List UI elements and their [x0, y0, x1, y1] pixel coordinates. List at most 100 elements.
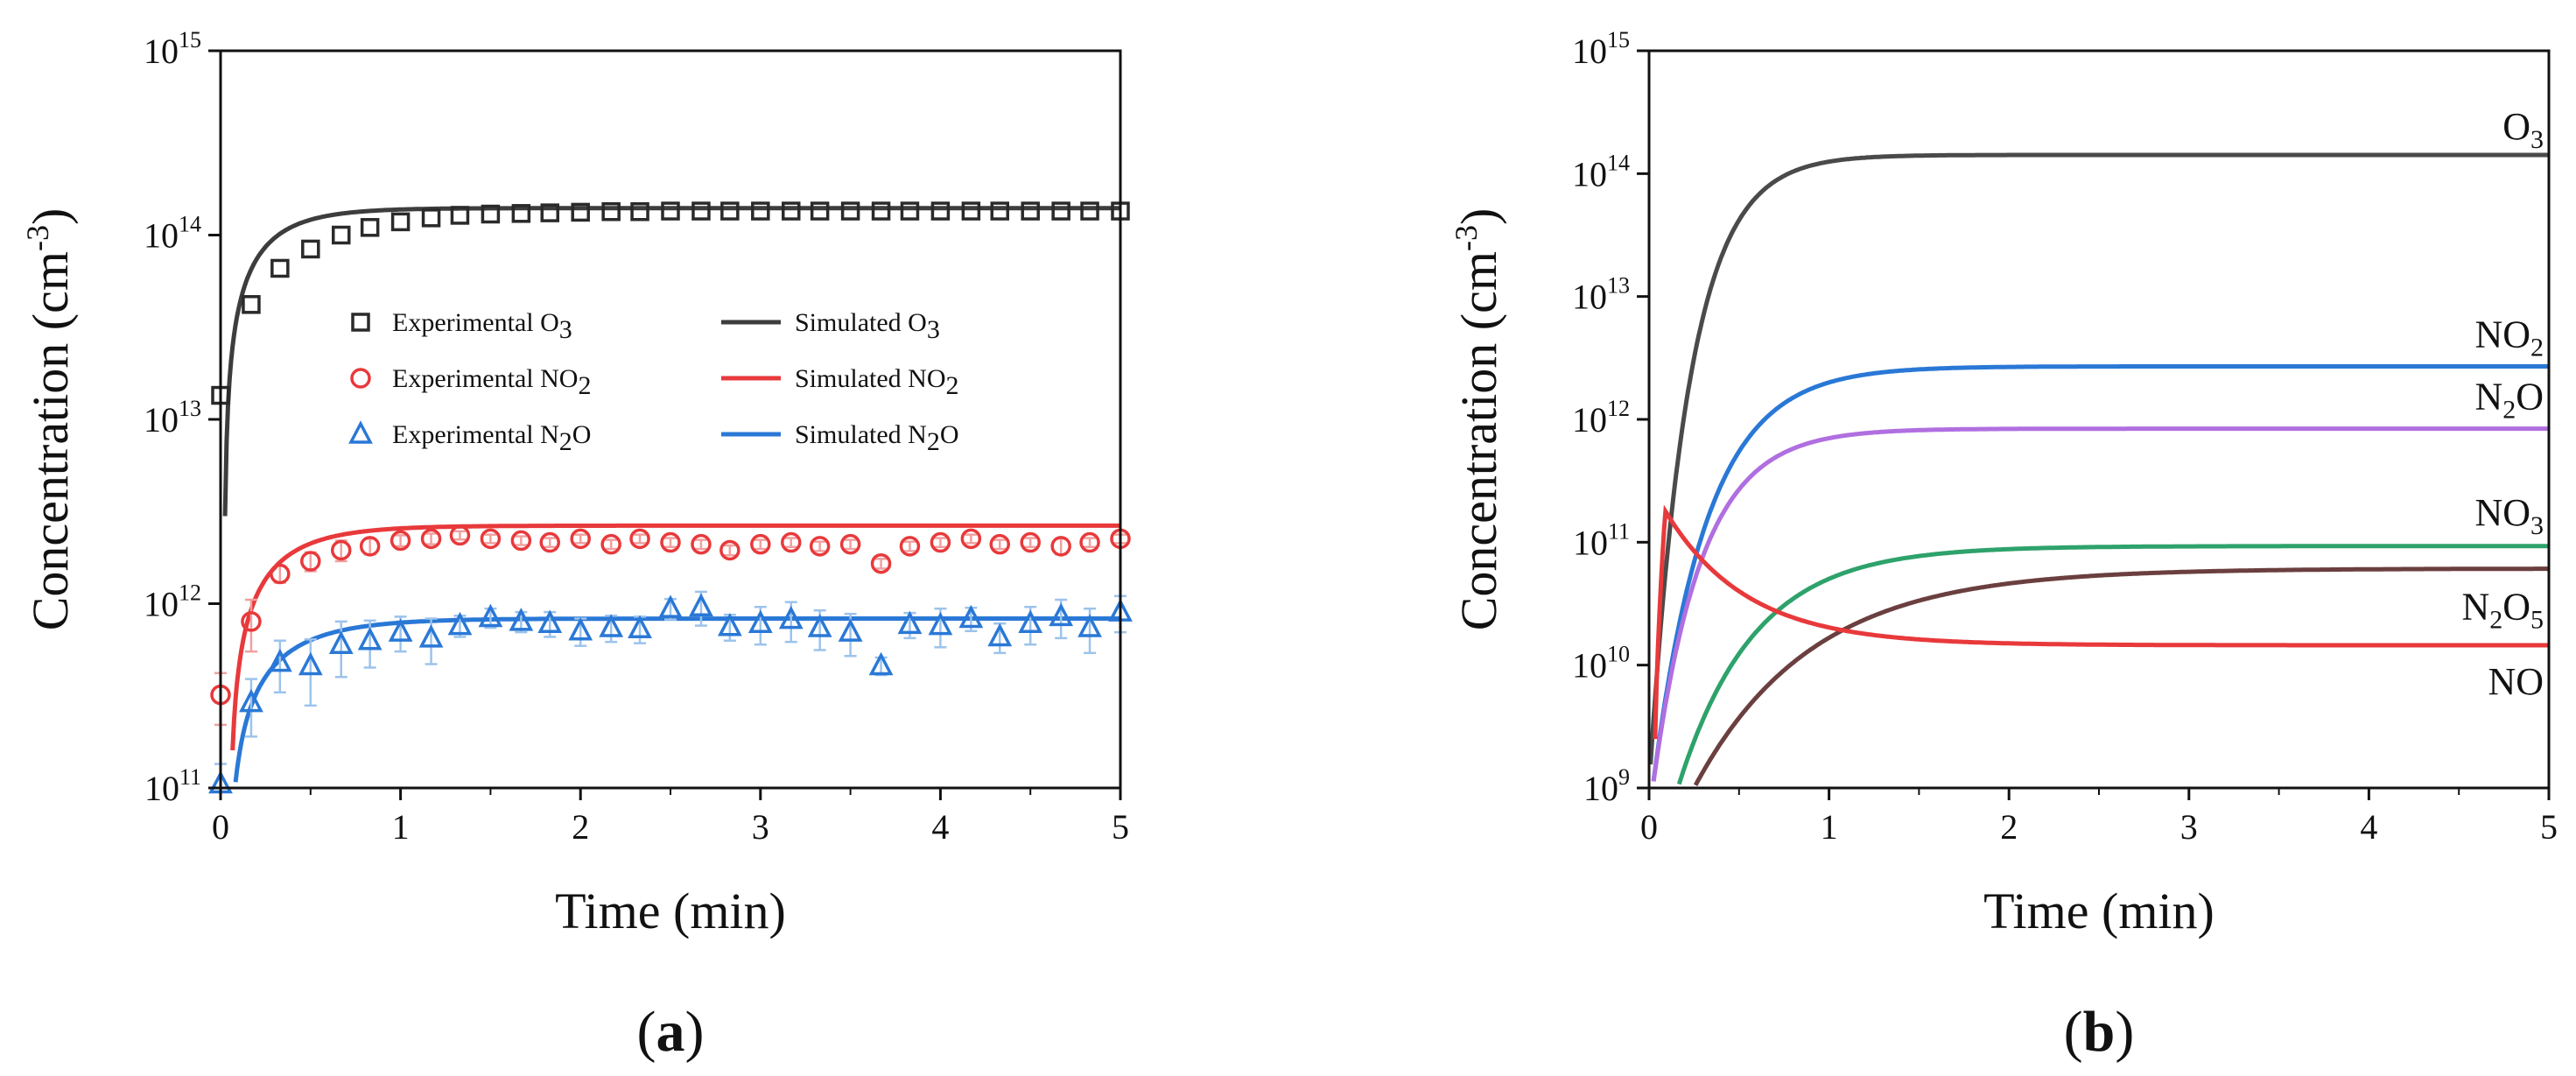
experimental-n2o-point: [868, 651, 894, 676]
experimental-n2o-point: [658, 594, 683, 618]
legend-marker-circle: [350, 368, 371, 389]
y-axis-title-end: ): [1450, 208, 1507, 225]
y-tick-label: 1015: [1572, 27, 1630, 71]
experimental-n2o-point: [568, 617, 593, 641]
y-tick-base: 10: [1572, 154, 1607, 193]
y-tick-label: 109: [1583, 764, 1630, 808]
label-sub: 2: [2502, 396, 2516, 425]
experimental-o3-point: [840, 201, 860, 221]
experimental-n2o-point: [689, 593, 713, 616]
x-tick-label: 5: [1112, 807, 1129, 847]
experimental-no2-point: [600, 533, 621, 555]
x-tick-label: 0: [1640, 807, 1658, 847]
y-tick-base: 10: [1583, 769, 1618, 808]
legend-label-sub: 2: [578, 371, 591, 400]
y-tick-base: 10: [1572, 278, 1607, 317]
experimental-n2o-point: [357, 626, 383, 651]
legend-marker-square: [351, 313, 370, 332]
y-tick-exponent: 11: [179, 764, 201, 790]
experimental-no2-point: [1079, 531, 1100, 553]
legend-label-end: O: [940, 420, 959, 449]
experimental-o3-point: [601, 201, 621, 222]
label-sub: 2: [2530, 333, 2544, 362]
experimental-n2o-point: [537, 609, 563, 633]
legend-label: Simulated NO2: [795, 364, 959, 400]
label-n2o: N2O: [2474, 376, 2544, 425]
y-tick-exponent: 12: [179, 580, 201, 606]
panel-label-a: (a): [637, 1000, 705, 1064]
y-tick-base: 10: [144, 400, 179, 440]
legend-label-main: Experimental N: [392, 420, 559, 449]
experimental-n2o-point: [717, 613, 742, 636]
x-tick-label: 4: [2360, 807, 2377, 847]
y-tick-label: 1015: [144, 27, 201, 71]
label-main: NO: [2474, 313, 2530, 355]
experimental-o3-point: [421, 208, 441, 228]
y-tick-base: 10: [1572, 32, 1607, 71]
experimental-no2-point: [270, 563, 291, 585]
experimental-o3-point: [301, 239, 320, 259]
experimental-no2-point: [870, 552, 892, 574]
legend-label: Simulated O3: [795, 308, 940, 344]
legend-label: Experimental O3: [392, 308, 572, 344]
line-no2: [1651, 364, 2549, 782]
panel-label-letter: a: [656, 1000, 685, 1064]
experimental-no2-point: [839, 533, 861, 555]
experimental-n2o-point: [509, 608, 534, 631]
experimental-o3-point: [661, 201, 680, 221]
legend-marker-triangle: [348, 420, 373, 444]
y-tick-exponent: 10: [1607, 642, 1630, 667]
experimental-o3-point: [751, 201, 770, 221]
y-tick-exponent: 13: [179, 396, 201, 421]
experimental-no2-point: [719, 539, 741, 561]
experimental-no2-point: [629, 528, 650, 550]
line-no3: [1676, 544, 2549, 785]
experimental-o3-point: [270, 258, 290, 278]
experimental-no2-point: [300, 551, 321, 572]
experimental-no2-point: [539, 531, 560, 553]
label-no: NO: [2488, 660, 2544, 703]
experimental-n2o-point: [298, 651, 323, 676]
experimental-o3-point: [511, 204, 531, 223]
label-main: N: [2474, 376, 2502, 418]
experimental-n2o-point: [987, 622, 1013, 647]
legend-label-sub: 2: [927, 427, 940, 456]
simulated-species-lines: [1648, 152, 2549, 787]
y-tick-label: 1012: [1572, 396, 1630, 440]
y-tick-exponent: 14: [179, 212, 201, 237]
y-tick-label: 1014: [144, 212, 201, 256]
experimental-o3-point: [782, 201, 801, 221]
experimental-n2o-point: [628, 615, 652, 639]
label-n2o5: N2O5: [2461, 585, 2544, 634]
line-no: [1653, 504, 2549, 740]
experimental-n2o-point: [1049, 602, 1074, 627]
panel-label-close: ): [2115, 1000, 2134, 1064]
y-tick-exponent: 11: [1608, 518, 1630, 544]
experimental-o3-point: [691, 201, 711, 221]
label-end: O: [2502, 585, 2530, 628]
line-o3: [1648, 152, 2549, 765]
y-tick-exponent: 15: [179, 27, 201, 53]
experimental-no2-point: [899, 536, 921, 557]
experimental-o3-point: [390, 212, 411, 232]
x-tick-label: 1: [1821, 807, 1838, 847]
y-tick-base: 10: [1573, 523, 1608, 562]
y-tick-base: 10: [144, 32, 179, 71]
experimental-o3-point: [900, 201, 920, 221]
experimental-no2-point: [480, 528, 502, 550]
y-axis-title-main: Concentration (cm: [1450, 251, 1507, 630]
y-tick-label: 1014: [1572, 150, 1630, 193]
label-no2: NO2: [2474, 313, 2544, 362]
experimental-o3-point: [332, 225, 351, 245]
x-tick-label: 5: [2540, 807, 2558, 847]
x-tick-label: 0: [212, 807, 229, 847]
experimental-n2o-point: [599, 614, 624, 637]
experimental-n2o-point: [928, 611, 953, 636]
x-axis-ticks-a: 0 1 2 3 4 5: [212, 788, 1129, 847]
experimental-o3-point: [720, 201, 740, 221]
x-tick-label: 2: [2000, 807, 2018, 847]
panel-label-open: (: [2064, 1000, 2083, 1064]
label-sub: 3: [2530, 125, 2544, 154]
